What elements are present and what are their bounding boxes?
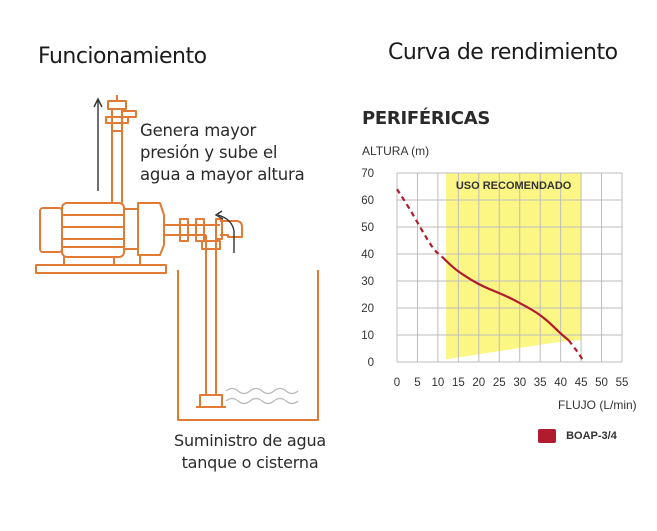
y-tick-label: 10: [361, 330, 374, 342]
y-axis-title: ALTURA (m): [362, 144, 430, 158]
y-tick-label: 30: [361, 276, 374, 288]
x-tick-label: 30: [513, 377, 526, 389]
chart-title: PERIFÉRICAS: [362, 108, 490, 129]
y-tick-label: 20: [361, 303, 374, 315]
x-tick-label: 40: [554, 377, 567, 389]
pump-head: [137, 202, 165, 256]
section-title-funcionamiento: Funcionamiento: [38, 44, 207, 69]
curve-solid: [441, 255, 570, 342]
legend: BOAP-3/4: [538, 425, 617, 444]
description-line-2: presión y sube el: [140, 143, 278, 162]
x-tick-label: 10: [432, 377, 445, 389]
y-tick-label: 50: [361, 222, 374, 234]
water-surface: [225, 387, 299, 405]
description-line-1: Genera mayor: [140, 121, 257, 140]
x-tick-label: 20: [472, 377, 485, 389]
y-tick-label: 40: [361, 249, 374, 261]
discharge-pipe: [111, 130, 123, 203]
y-tick-label: 60: [361, 195, 374, 207]
x-tick-label: 45: [575, 377, 588, 389]
x-tick-label: 50: [595, 377, 608, 389]
curve-dashed-end: [567, 339, 585, 362]
x-tick-label: 0: [394, 377, 400, 389]
suction-pipe: [164, 224, 220, 236]
x-tick-label: 5: [414, 377, 420, 389]
pump-base: [35, 264, 167, 274]
legend-label: BOAP-3/4: [566, 429, 617, 442]
description-line-3: agua a mayor altura: [140, 165, 305, 184]
y-tick-label: 70: [361, 168, 374, 180]
pump-diagram: [35, 95, 319, 421]
legend-swatch: [538, 428, 556, 443]
x-tick-label: 35: [534, 377, 547, 389]
caption-line-2: tanque o cisterna: [181, 453, 319, 472]
section-title-curva: Curva de rendimiento: [388, 40, 618, 65]
x-tick-label: 25: [493, 377, 506, 389]
recommended-zone-label: USO RECOMENDADO: [456, 180, 572, 192]
function-description: Genera mayor presión y sube el agua a ma…: [140, 120, 305, 186]
x-tick-label: 15: [452, 377, 465, 389]
y-tick-label: 0: [368, 357, 374, 369]
supply-caption: Suministro de agua tanque o cisterna: [160, 430, 340, 474]
x-tick-label: 55: [616, 377, 629, 389]
recommended-zone: [446, 173, 582, 360]
curve-dashed-start: [396, 188, 443, 258]
caption-line-1: Suministro de agua: [173, 431, 327, 450]
water-tank: [177, 270, 319, 421]
x-axis-title: FLUJO (L/min): [558, 398, 637, 412]
flow-curve-arrow: [217, 214, 235, 253]
